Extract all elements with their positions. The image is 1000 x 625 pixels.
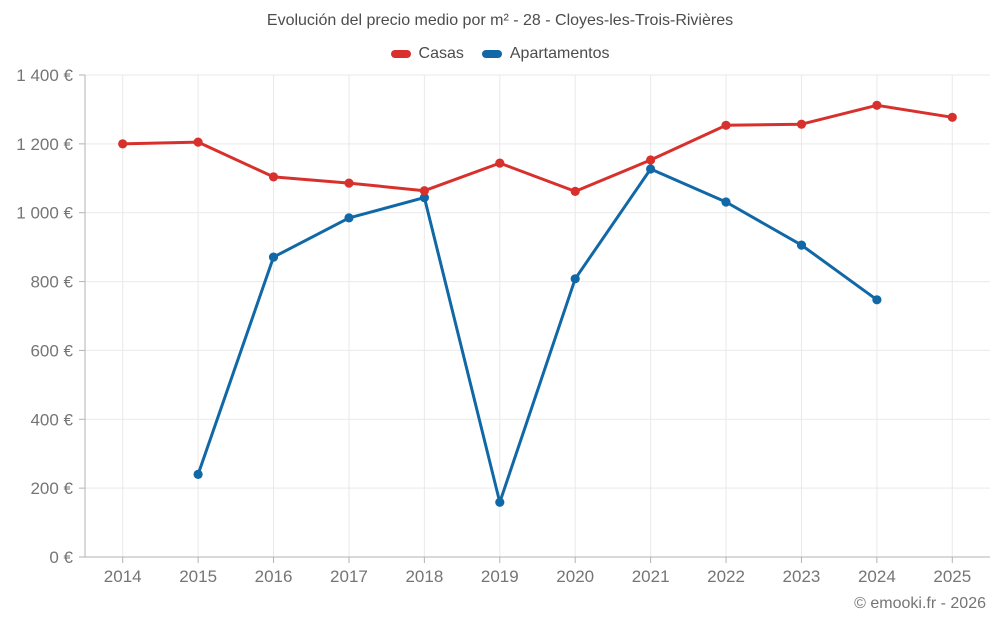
data-point-casas-2022[interactable] bbox=[721, 120, 731, 130]
y-tick-label: 0 € bbox=[49, 548, 73, 567]
x-tick-label: 2018 bbox=[405, 567, 443, 586]
data-point-casas-2020[interactable] bbox=[570, 186, 580, 196]
chart-legend: Casas Apartamentos bbox=[0, 45, 1000, 63]
x-tick-label: 2019 bbox=[481, 567, 519, 586]
data-point-casas-2015[interactable] bbox=[193, 137, 203, 147]
data-point-apartamentos-2015[interactable] bbox=[193, 469, 203, 479]
data-point-apartamentos-2019[interactable] bbox=[495, 497, 505, 507]
legend-swatch-casas-icon bbox=[390, 50, 411, 58]
data-point-apartamentos-2023[interactable] bbox=[796, 240, 807, 250]
data-point-apartamentos-2020[interactable] bbox=[570, 274, 580, 284]
data-point-apartamentos-2022[interactable] bbox=[721, 197, 731, 207]
x-tick-label: 2014 bbox=[104, 567, 142, 586]
legend-item-casas[interactable]: Casas bbox=[390, 45, 464, 63]
data-point-casas-2023[interactable] bbox=[796, 119, 807, 129]
legend-swatch-apartamentos-icon bbox=[481, 50, 502, 58]
data-point-apartamentos-2018[interactable] bbox=[419, 193, 429, 203]
y-tick-label: 400 € bbox=[30, 410, 73, 429]
y-tick-label: 1 400 € bbox=[16, 66, 73, 85]
y-tick-label: 800 € bbox=[30, 273, 73, 292]
data-point-casas-2018[interactable] bbox=[419, 186, 429, 196]
x-tick-label: 2022 bbox=[707, 567, 745, 586]
data-point-casas-2014[interactable] bbox=[118, 139, 128, 149]
y-tick-label: 1 000 € bbox=[16, 204, 73, 223]
x-tick-label: 2017 bbox=[330, 567, 368, 586]
data-point-apartamentos-2017[interactable] bbox=[344, 213, 354, 223]
legend-label-casas: Casas bbox=[418, 45, 464, 62]
copyright-text: © emooki.fr - 2026 bbox=[854, 595, 986, 612]
data-point-casas-2017[interactable] bbox=[344, 178, 354, 188]
x-tick-label: 2020 bbox=[556, 567, 594, 586]
x-tick-label: 2016 bbox=[255, 567, 293, 586]
x-tick-label: 2025 bbox=[933, 567, 971, 586]
series-line-apartamentos bbox=[196, 167, 879, 504]
x-tick-label: 2021 bbox=[632, 567, 670, 586]
y-tick-label: 1 200 € bbox=[16, 135, 73, 154]
legend-label-apartamentos: Apartamentos bbox=[509, 45, 610, 62]
data-point-casas-2024[interactable] bbox=[872, 100, 882, 110]
data-point-apartamentos-2016[interactable] bbox=[268, 252, 279, 262]
y-tick-label: 600 € bbox=[30, 341, 73, 360]
data-point-casas-2025[interactable] bbox=[947, 112, 957, 122]
legend-item-apartamentos[interactable]: Apartamentos bbox=[481, 45, 610, 63]
data-point-casas-2019[interactable] bbox=[495, 158, 505, 168]
y-tick-label: 200 € bbox=[30, 479, 73, 498]
series-line-casas bbox=[121, 103, 954, 193]
data-point-casas-2021[interactable] bbox=[646, 155, 656, 165]
data-point-apartamentos-2024[interactable] bbox=[872, 295, 882, 305]
x-tick-label: 2015 bbox=[179, 567, 217, 586]
x-tick-label: 2023 bbox=[783, 567, 821, 586]
data-point-apartamentos-2021[interactable] bbox=[646, 164, 656, 174]
x-tick-label: 2024 bbox=[858, 567, 896, 586]
data-point-casas-2016[interactable] bbox=[268, 172, 279, 182]
chart-title: Evolución del precio medio por m² - 28 -… bbox=[266, 12, 734, 29]
